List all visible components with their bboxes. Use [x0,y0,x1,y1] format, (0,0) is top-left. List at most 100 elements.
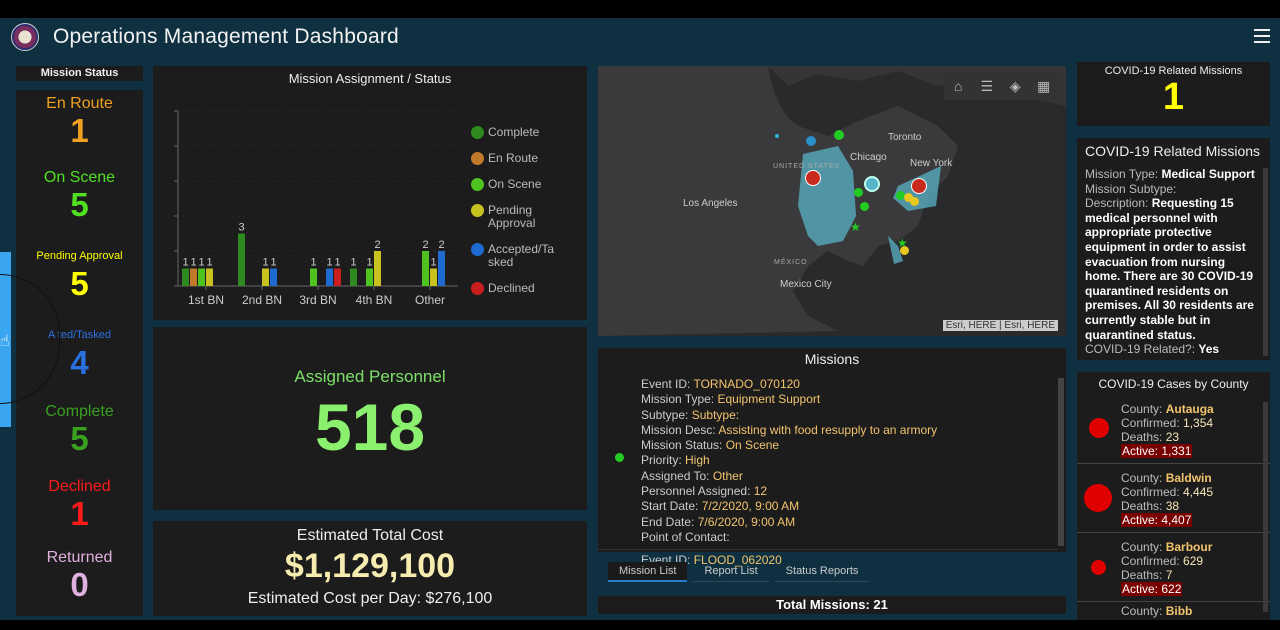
hand-cursor-icon: ☝ [0,333,10,350]
active-badge: Active: 622 [1121,582,1183,596]
legend-swatch-icon [471,204,484,217]
legend-item[interactable]: On Scene [471,178,581,191]
status-complete[interactable]: Complete 5 [16,403,143,457]
map-pin-green[interactable] [896,191,905,200]
map-label-toronto: Toronto [888,132,922,143]
map-pin-yellow[interactable] [904,193,913,202]
map-pin-yellow[interactable] [900,246,909,255]
legend-item[interactable]: Pending Approval [471,204,581,230]
covid-missions-count-panel: COVID-19 Related Missions 1 [1077,62,1270,126]
tab-report-list[interactable]: Report List [693,562,769,582]
legend-item[interactable]: Accepted/Ta sked [471,243,581,269]
top-black-bar [0,0,1280,18]
legend-item[interactable]: En Route [471,152,581,165]
field-label: Point of Contact: [641,529,730,544]
x-tick-label: 2nd BN [242,293,282,307]
map-report-icon-red[interactable] [805,170,821,186]
field-label: Mission Subtype: [1085,181,1177,196]
bar-on-scene-other [422,251,429,286]
personnel-label: Assigned Personnel [294,367,446,386]
page-title: Operations Management Dashboard [53,25,399,48]
map-view[interactable]: ★ ★ Toronto Chicago New York UNITED STAT… [598,66,1066,336]
data-label: 1 [198,257,204,269]
tab-status-reports[interactable]: Status Reports [774,562,870,582]
case-list-item[interactable]: County: Barbour Confirmed: 629 Deaths: 7… [1077,533,1270,602]
cases-scrollbar[interactable] [1263,402,1268,612]
map-star-icon[interactable]: ★ [897,236,908,250]
data-label: 1 [366,257,372,269]
chart-title: Mission Assignment / Status [288,71,452,86]
mission-type: Equipment Support [717,392,821,407]
x-tick-label: Other [415,293,445,307]
field-label: Mission Type: [1085,167,1159,181]
death-count: 23 [1165,430,1180,444]
map-label-new-york: New York [910,158,953,169]
legend-item[interactable]: Declined [471,282,581,295]
covid-count-value: 1 [1162,76,1185,118]
status-dot-icon [615,453,624,462]
field-label: Priority: [641,453,682,468]
case-list-item[interactable]: County: Autauga Confirmed: 1,354 Deaths:… [1077,395,1270,464]
home-icon[interactable]: ⌂ [954,78,963,94]
missions-scrollbar[interactable] [1058,378,1064,546]
map-label-chicago: Chicago [850,152,887,163]
status-label: On Scene [43,169,116,186]
legend-label: Accepted/Ta sked [488,242,555,269]
data-label: 1 [270,257,276,269]
case-size-dot-icon [1089,418,1109,438]
map-label-mexico: MÉXICO [774,259,808,266]
basemap-gallery-icon[interactable]: ▦ [1037,78,1051,94]
status-accepted-tasked[interactable]: A ted/Tasked 4 [16,329,143,381]
legend-label: En Route [488,151,539,165]
layers-icon[interactable]: ◈ [1009,78,1021,94]
map-report-icon-cyan[interactable] [864,176,880,192]
covid-missions-scrollbar[interactable] [1263,168,1268,356]
data-label: 2 [438,239,444,251]
mission-personnel: 12 [753,484,768,499]
data-label: 2 [422,239,428,251]
map-pin-green[interactable] [860,202,869,211]
legend-item[interactable]: Complete [471,126,581,139]
status-en-route[interactable]: En Route 1 [16,95,143,149]
map-pin-small[interactable] [775,134,779,138]
map-pin-yellow[interactable] [910,197,919,206]
covid-mission-details[interactable]: Mission Type: Medical Support Mission Su… [1077,163,1270,357]
map-pin-green[interactable] [834,130,844,140]
land-north-america [598,66,958,336]
area-polygon-florida [888,236,903,264]
mission-list-item[interactable]: Event ID: TORNADO_070120 Mission Type: E… [598,372,1058,551]
legend-label: On Scene [488,177,542,191]
status-value: 1 [70,112,89,149]
status-on-scene[interactable]: On Scene 5 [16,169,143,223]
hamburger-menu-icon[interactable] [1254,29,1270,43]
field-label: Deaths: [1121,430,1163,444]
bar-on-scene-3rd-bn [310,268,317,286]
bar-complete-1st-bn [182,268,189,286]
map-star-icon[interactable]: ★ [850,220,861,234]
tab-mission-list[interactable]: Mission List [608,562,688,582]
case-list-item[interactable]: County: Baldwin Confirmed: 4,445 Deaths:… [1077,464,1270,533]
bar-pending-approval-1st-bn [206,268,213,286]
status-returned[interactable]: Returned 0 [16,549,143,603]
status-declined[interactable]: Declined 1 [16,478,143,532]
map-basemap [598,66,1066,336]
status-pending-approval[interactable]: Pending Approval 5 [16,250,143,302]
cost-value: $1,129,100 [284,547,456,585]
map-pin-blue[interactable] [806,136,816,146]
missions-list-panel: Missions Event ID: TORNADO_070120 Missio… [598,348,1066,567]
field-label: Personnel Assigned: [641,484,751,499]
map-pin-green[interactable] [854,188,863,197]
mission-status-header: Mission Status [16,66,143,81]
confirmed-count: 1,354 [1183,416,1214,430]
cost-label: Estimated Total Cost [296,527,444,544]
case-list-item[interactable]: County: Bibb [1077,602,1270,618]
legend-list-icon[interactable]: ☰ [980,78,994,94]
death-count: 38 [1165,499,1180,513]
legend-label: Pending Approval [488,203,536,230]
confirmed-count: 629 [1183,554,1204,568]
field-label: County: [1121,604,1163,618]
map-report-icon-red[interactable] [911,178,927,194]
field-label: County: [1121,402,1163,416]
personnel-value: 518 [314,390,426,464]
